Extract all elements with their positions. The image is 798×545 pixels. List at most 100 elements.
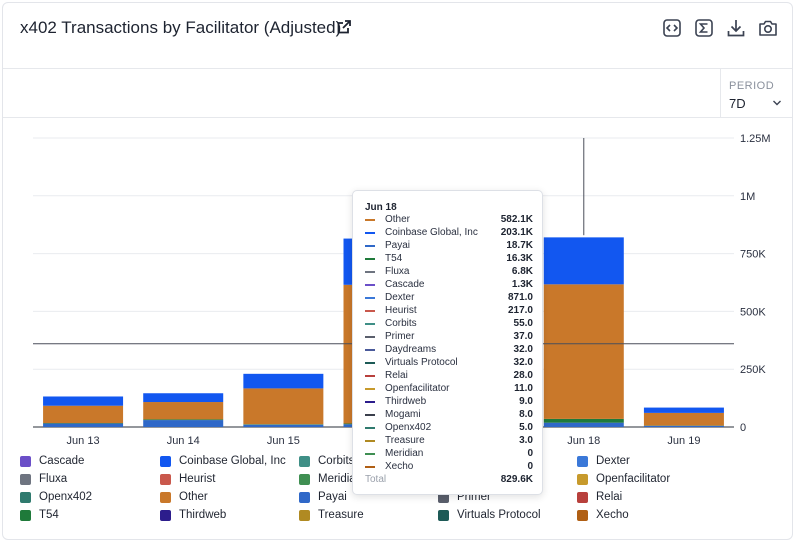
legend-label: Openfacilitator — [596, 473, 671, 485]
tooltip-row: Openfacilitator 11.0 — [365, 383, 533, 395]
y-tick-label: 1.25M — [740, 133, 771, 145]
legend-swatch — [577, 492, 588, 503]
tooltip-series-value: 32.0 — [513, 357, 533, 368]
bar-segment-t54 — [143, 419, 224, 421]
tooltip-series-name: Relai — [385, 370, 408, 381]
legend-label: Treasure — [318, 509, 364, 521]
y-tick-label: 1M — [740, 191, 755, 203]
tooltip-series-marker — [365, 336, 375, 338]
tooltip-series-name: Mogami — [385, 409, 421, 420]
period-select[interactable]: PERIOD 7D — [720, 69, 792, 118]
legend-label: Fluxa — [39, 473, 68, 485]
tooltip-series-marker — [365, 297, 375, 299]
bar-segment-coinbase-global-inc — [43, 396, 124, 406]
legend-swatch — [20, 510, 31, 521]
bar-segment-coinbase-global-inc — [243, 373, 324, 389]
bar-segment-other — [543, 284, 624, 419]
tooltip-series-marker — [365, 414, 375, 416]
legend-swatch — [299, 474, 310, 485]
tooltip-series-name: Openx402 — [385, 422, 432, 433]
tooltip-row: Fluxa 6.8K — [365, 266, 533, 278]
tooltip-row: Heurist 217.0 — [365, 305, 533, 317]
legend-swatch — [160, 510, 171, 521]
tooltip-series-name: Fluxa — [385, 266, 410, 277]
bar-segment-other — [43, 405, 124, 424]
legend-label: Openx402 — [39, 491, 93, 503]
bar-segment-coinbase-global-inc — [543, 237, 624, 285]
tooltip-row: Daydreams 32.0 — [365, 344, 533, 356]
tooltip-series-marker — [365, 401, 375, 403]
tooltip-row: Treasure 3.0 — [365, 435, 533, 447]
x-tick-label: Jun 18 — [567, 435, 600, 447]
legend-swatch — [160, 474, 171, 485]
legend-swatch — [299, 492, 310, 503]
tooltip-series-name: Cascade — [385, 279, 425, 290]
tooltip-series-name: Virtuals Protocol — [385, 357, 458, 368]
legend-label: Xecho — [596, 509, 629, 521]
download-icon[interactable] — [725, 17, 747, 39]
legend-label: Dexter — [596, 455, 630, 467]
tooltip-series-marker — [365, 349, 375, 351]
x-tick-label: Jun 15 — [267, 435, 300, 447]
legend-label: Heurist — [179, 473, 216, 485]
legend-swatch — [577, 474, 588, 485]
legend-label: Payai — [318, 491, 347, 503]
tooltip-row: Cascade 1.3K — [365, 279, 533, 291]
tooltip-series-marker — [365, 466, 375, 468]
chevron-down-icon — [773, 100, 781, 106]
legend-label: Thirdweb — [179, 509, 227, 521]
period-label: PERIOD — [729, 80, 775, 92]
legend-swatch — [577, 510, 588, 521]
tooltip-series-name: Primer — [385, 331, 415, 342]
legend-swatch — [20, 456, 31, 467]
tooltip-series-value: 203.1K — [500, 227, 533, 238]
tooltip-total-label: Total — [365, 474, 387, 485]
tooltip-series-marker — [365, 388, 375, 390]
legend-label: Cascade — [39, 455, 85, 467]
period-value: 7D — [729, 96, 746, 111]
chart-title: x402 Transactions by Facilitator (Adjust… — [20, 18, 342, 37]
legend-swatch — [438, 510, 449, 521]
tooltip-series-name: Thirdweb — [385, 396, 427, 407]
tooltip-series-name: Coinbase Global, Inc — [385, 227, 478, 238]
sigma-icon[interactable] — [693, 17, 715, 39]
tooltip-row: Payai 18.7K — [365, 240, 533, 252]
tooltip-series-value: 5.0 — [519, 422, 533, 433]
tooltip-row: Relai 28.0 — [365, 370, 533, 382]
bar-segment-other — [243, 388, 324, 425]
legend-swatch — [577, 456, 588, 467]
external-link-icon[interactable] — [336, 19, 352, 35]
tooltip-row: Corbits 55.0 — [365, 318, 533, 330]
legend-swatch — [160, 492, 171, 503]
tooltip-series-name: T54 — [385, 253, 403, 264]
legend-swatch — [20, 474, 31, 485]
camera-icon[interactable] — [757, 17, 779, 39]
x-tick-label: Jun 19 — [667, 435, 700, 447]
legend-swatch — [438, 492, 449, 503]
tooltip-series-marker — [365, 427, 375, 429]
tooltip-row: Meridian 0 — [365, 448, 533, 460]
bar-segment-other — [143, 402, 224, 420]
bar-segment-payai — [43, 423, 124, 427]
code-icon[interactable] — [661, 17, 683, 39]
y-tick-label: 750K — [740, 249, 766, 261]
tooltip-series-value: 18.7K — [506, 240, 533, 251]
tooltip-row: Coinbase Global, Inc 203.1K — [365, 227, 533, 239]
bar-segment-payai — [643, 425, 724, 427]
tooltip-series-value: 6.8K — [511, 266, 533, 277]
y-tick-label: 500K — [740, 306, 766, 318]
tooltip-series-value: 16.3K — [506, 253, 533, 264]
tooltip-row: Virtuals Protocol 32.0 — [365, 357, 533, 369]
legend-label: Relai — [596, 491, 623, 503]
legend-label: Meridian — [318, 473, 363, 485]
tooltip-series-name: Treasure — [385, 435, 425, 446]
tooltip-row: Mogami 8.0 — [365, 409, 533, 421]
tooltip-series-marker — [365, 258, 375, 260]
tooltip-row: Thirdweb 9.0 — [365, 396, 533, 408]
tooltip-series-value: 582.1K — [500, 214, 533, 225]
tooltip-series-name: Openfacilitator — [385, 383, 450, 394]
tooltip-row: Xecho 0 — [365, 461, 533, 473]
bar-segment-payai — [543, 422, 624, 427]
legend-swatch — [299, 510, 310, 521]
tooltip-series-marker — [365, 375, 375, 377]
